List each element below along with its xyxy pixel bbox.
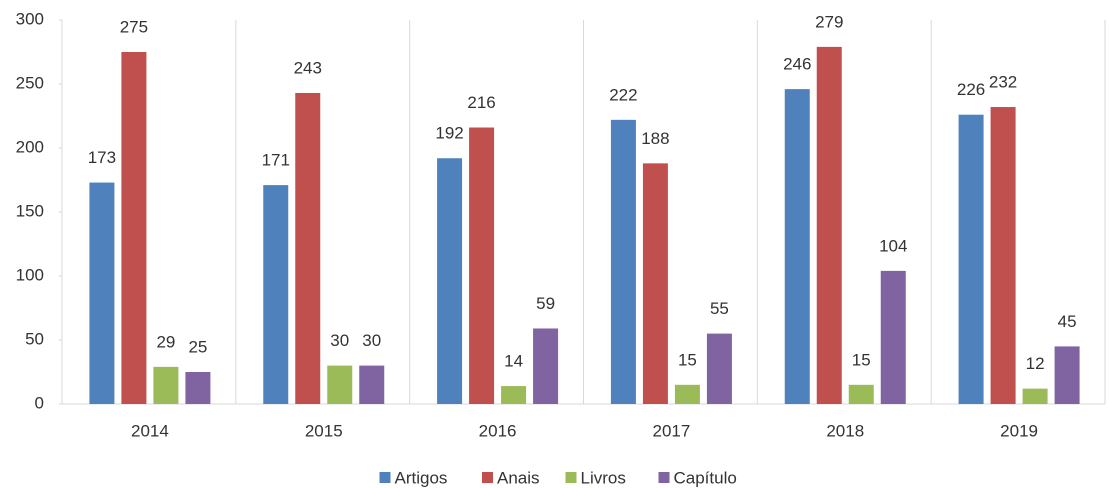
y-tick-label: 300 (16, 9, 44, 28)
bar (610, 119, 636, 404)
bar (501, 386, 527, 404)
data-label: 222 (609, 85, 637, 104)
data-label: 30 (330, 331, 349, 350)
y-tick-label: 0 (35, 393, 44, 412)
bar (327, 365, 353, 404)
x-tick-label: 2018 (826, 421, 864, 440)
x-tick-label: 2017 (653, 421, 691, 440)
data-label: 104 (879, 236, 907, 255)
y-tick-label: 250 (16, 73, 44, 92)
bar (880, 270, 906, 404)
x-tick-label: 2015 (305, 421, 343, 440)
bar (263, 185, 289, 404)
x-tick-label: 2019 (1000, 421, 1038, 440)
data-label: 192 (435, 124, 463, 143)
bar (437, 158, 463, 404)
data-label: 243 (294, 58, 322, 77)
data-label: 25 (188, 337, 207, 356)
x-tick-label: 2014 (131, 421, 169, 440)
legend-label: Artigos (395, 468, 448, 487)
data-label: 12 (1026, 354, 1045, 373)
data-label: 45 (1058, 312, 1077, 331)
y-tick-label: 200 (16, 137, 44, 156)
legend-swatch (482, 472, 493, 483)
y-tick-label: 50 (25, 329, 44, 348)
bar (185, 372, 211, 404)
legend-swatch (658, 472, 670, 483)
legend-label: Livros (581, 468, 626, 487)
data-label: 14 (504, 352, 523, 371)
legend-swatch (565, 472, 577, 483)
legend-swatch (379, 472, 391, 483)
data-label: 15 (678, 350, 697, 369)
data-label: 30 (362, 331, 381, 350)
data-label: 188 (641, 129, 669, 148)
bar (1022, 388, 1048, 404)
y-tick-label: 150 (16, 201, 44, 220)
bar (848, 384, 874, 404)
bar (533, 328, 559, 404)
bar (990, 107, 1016, 404)
bar (469, 127, 495, 405)
bar (674, 384, 700, 404)
bar (153, 366, 179, 404)
bar (121, 52, 147, 404)
bar (706, 333, 732, 404)
y-tick-label: 100 (16, 265, 44, 284)
legend-label: Anais (497, 468, 540, 487)
bar (295, 92, 321, 405)
bar (359, 365, 385, 404)
data-label: 275 (120, 17, 148, 36)
bar (1054, 346, 1080, 404)
bar (958, 114, 984, 404)
bar (642, 163, 668, 404)
data-label: 173 (88, 148, 116, 167)
data-label: 171 (262, 151, 290, 170)
data-label: 226 (957, 80, 985, 99)
x-tick-label: 2016 (479, 421, 517, 440)
data-label: 246 (783, 55, 811, 74)
bar (816, 46, 842, 404)
legend-label: Capítulo (674, 468, 737, 487)
data-label: 15 (852, 350, 871, 369)
data-label: 55 (710, 299, 729, 318)
bar (784, 89, 810, 405)
data-label: 279 (815, 12, 843, 31)
data-label: 232 (989, 73, 1017, 92)
bar (89, 182, 115, 404)
data-label: 59 (536, 294, 555, 313)
data-label: 29 (156, 332, 175, 351)
data-label: 216 (467, 93, 495, 112)
